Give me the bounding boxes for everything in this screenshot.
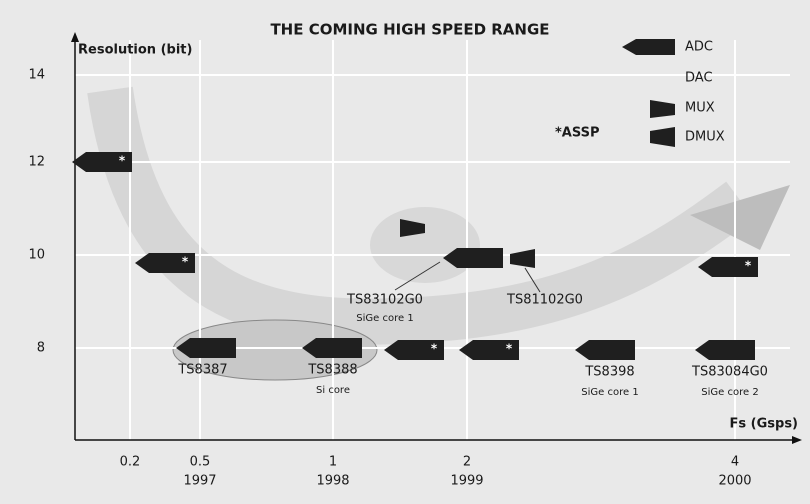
x-tick-year: 2000: [718, 474, 751, 489]
dmux-marker: [510, 249, 535, 268]
x-tick-label: 4: [731, 455, 739, 470]
product-name: TS83084G0: [691, 365, 768, 380]
product-name: TS8387: [177, 363, 227, 378]
legend-adc-icon: [622, 39, 675, 55]
y-tick-label: 8: [37, 341, 45, 356]
x-tick-year: 1998: [316, 474, 349, 489]
product-name: TS8388: [307, 363, 357, 378]
assp-mark: *: [119, 154, 126, 168]
y-axis-arrow: [71, 32, 79, 42]
x-axis-label: Fs (Gsps): [730, 417, 798, 432]
adc-marker: [575, 340, 635, 360]
y-tick-label: 10: [28, 248, 45, 263]
assp-note: *ASSP: [555, 126, 600, 141]
product-name: TS81102G0: [506, 293, 583, 308]
x-tick-label: 0.5: [190, 455, 211, 470]
assp-mark: *: [182, 255, 189, 269]
legend-label: ADC: [685, 40, 713, 55]
legend-label: MUX: [685, 101, 715, 116]
assp-mark: *: [506, 342, 513, 356]
legend-label: DMUX: [685, 130, 725, 145]
assp-mark: *: [745, 259, 752, 273]
y-axis-label: Resolution (bit): [78, 43, 192, 58]
product-name: TS83102G0: [346, 293, 423, 308]
product-note: Si core: [316, 385, 350, 396]
legend-mux-icon: [650, 100, 675, 118]
x-axis-arrow: [792, 436, 802, 444]
x-ticks: 0.2 0.5 1997 1 1998 2 1999 4 2000: [120, 455, 752, 489]
sweep-band: [110, 90, 740, 322]
product-note: SiGe core 1: [356, 313, 413, 324]
product-name: TS8398: [584, 365, 634, 380]
legend-dmux-icon: [650, 127, 675, 147]
product-note: SiGe core 1: [581, 387, 638, 398]
x-tick-year: 1999: [450, 474, 483, 489]
y-ticks: 14 12 10 8: [28, 68, 45, 356]
assp-mark: *: [431, 342, 438, 356]
y-tick-label: 12: [28, 155, 45, 170]
y-tick-label: 14: [28, 68, 45, 83]
legend-label: DAC: [685, 71, 713, 86]
adc-marker: [695, 340, 755, 360]
x-tick-label: 1: [329, 455, 337, 470]
x-tick-label: 0.2: [120, 455, 141, 470]
product-note: SiGe core 2: [701, 387, 758, 398]
chart-title: THE COMING HIGH SPEED RANGE: [270, 21, 549, 39]
x-tick-label: 2: [463, 455, 471, 470]
roadmap-chart: THE COMING HIGH SPEED RANGE Resolution (…: [0, 0, 810, 504]
x-tick-year: 1997: [183, 474, 216, 489]
